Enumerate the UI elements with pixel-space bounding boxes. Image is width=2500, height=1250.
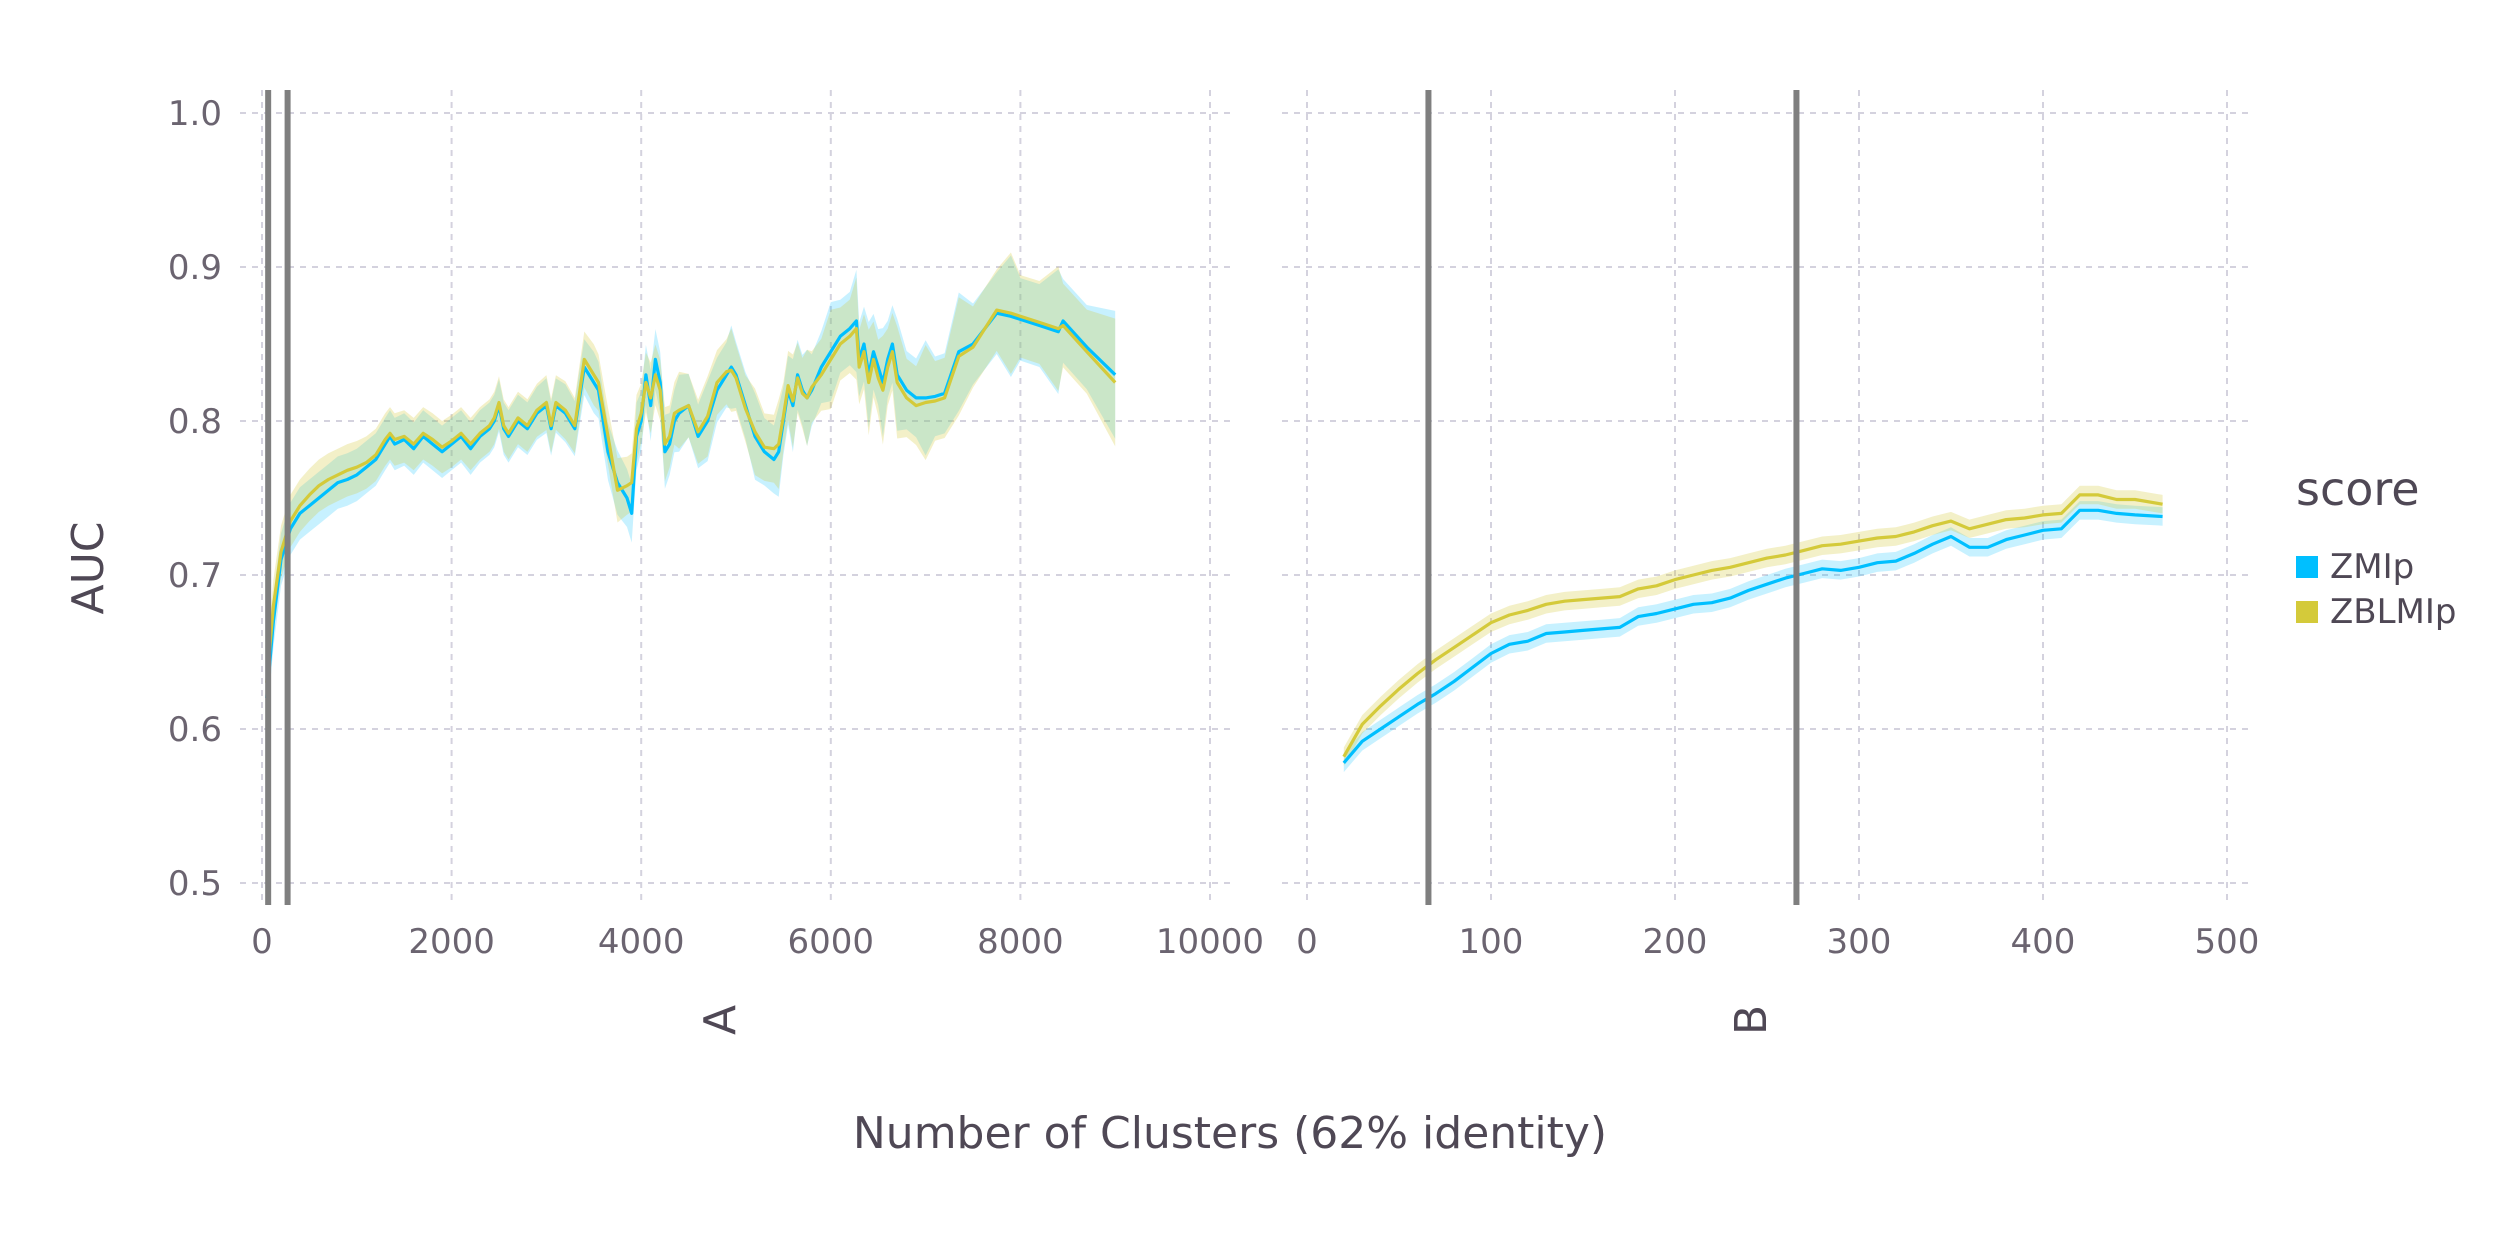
panel-label: A — [695, 1005, 746, 1035]
series-line-zmip — [265, 311, 1117, 699]
y-tick-label: 0.9 — [168, 248, 222, 288]
x-tick-label: 400 — [2011, 922, 2076, 962]
series-line-zmip — [1342, 508, 2163, 764]
x-axis-title: Number of Clusters (62% identity) — [853, 1108, 1607, 1159]
y-tick-label: 0.6 — [168, 710, 222, 750]
legend-swatch-zmip — [2296, 556, 2318, 578]
x-tick-label: 10000 — [1156, 922, 1264, 962]
y-tick-label: 0.8 — [168, 402, 222, 442]
x-tick-label: 2000 — [408, 922, 495, 962]
x-tick-label: 4000 — [598, 922, 685, 962]
legend: score ZMIp ZBLMIp — [2296, 462, 2457, 632]
legend-label-zblmip: ZBLMIp — [2330, 592, 2457, 632]
x-tick-label: 500 — [2195, 922, 2260, 962]
confidence-band-zblmip — [266, 252, 1116, 709]
panel-b: 0 100 200 300 400 500 B — [1282, 90, 2259, 1035]
x-tick-label: 0 — [251, 922, 273, 962]
y-axis-title: AUC — [63, 521, 114, 614]
y-tick-label: 0.7 — [168, 556, 222, 596]
legend-label-zmip: ZMIp — [2330, 547, 2414, 587]
y-tick-label: 1.0 — [168, 94, 222, 134]
panel-label: B — [1726, 1005, 1777, 1035]
confidence-band-zmip — [266, 255, 1116, 725]
legend-swatch-zblmip — [2296, 601, 2318, 623]
x-tick-label: 200 — [1643, 922, 1708, 962]
series-line-zblmip — [265, 308, 1117, 683]
x-tick-label: 100 — [1459, 922, 1524, 962]
x-tick-label: 0 — [1296, 922, 1318, 962]
x-tick-label: 6000 — [788, 922, 875, 962]
y-tick-label: 0.5 — [168, 864, 222, 904]
x-tick-label: 8000 — [977, 922, 1064, 962]
series-line-zblmip — [1342, 493, 2163, 758]
panel-a: 0.5 0.6 0.7 0.8 0.9 1.0 0 2000 4000 6000 8000 10000… — [168, 90, 1264, 1035]
legend-title: score — [2296, 462, 2420, 516]
confidence-band-zmip — [1343, 501, 2163, 773]
x-tick-label: 300 — [1827, 922, 1892, 962]
